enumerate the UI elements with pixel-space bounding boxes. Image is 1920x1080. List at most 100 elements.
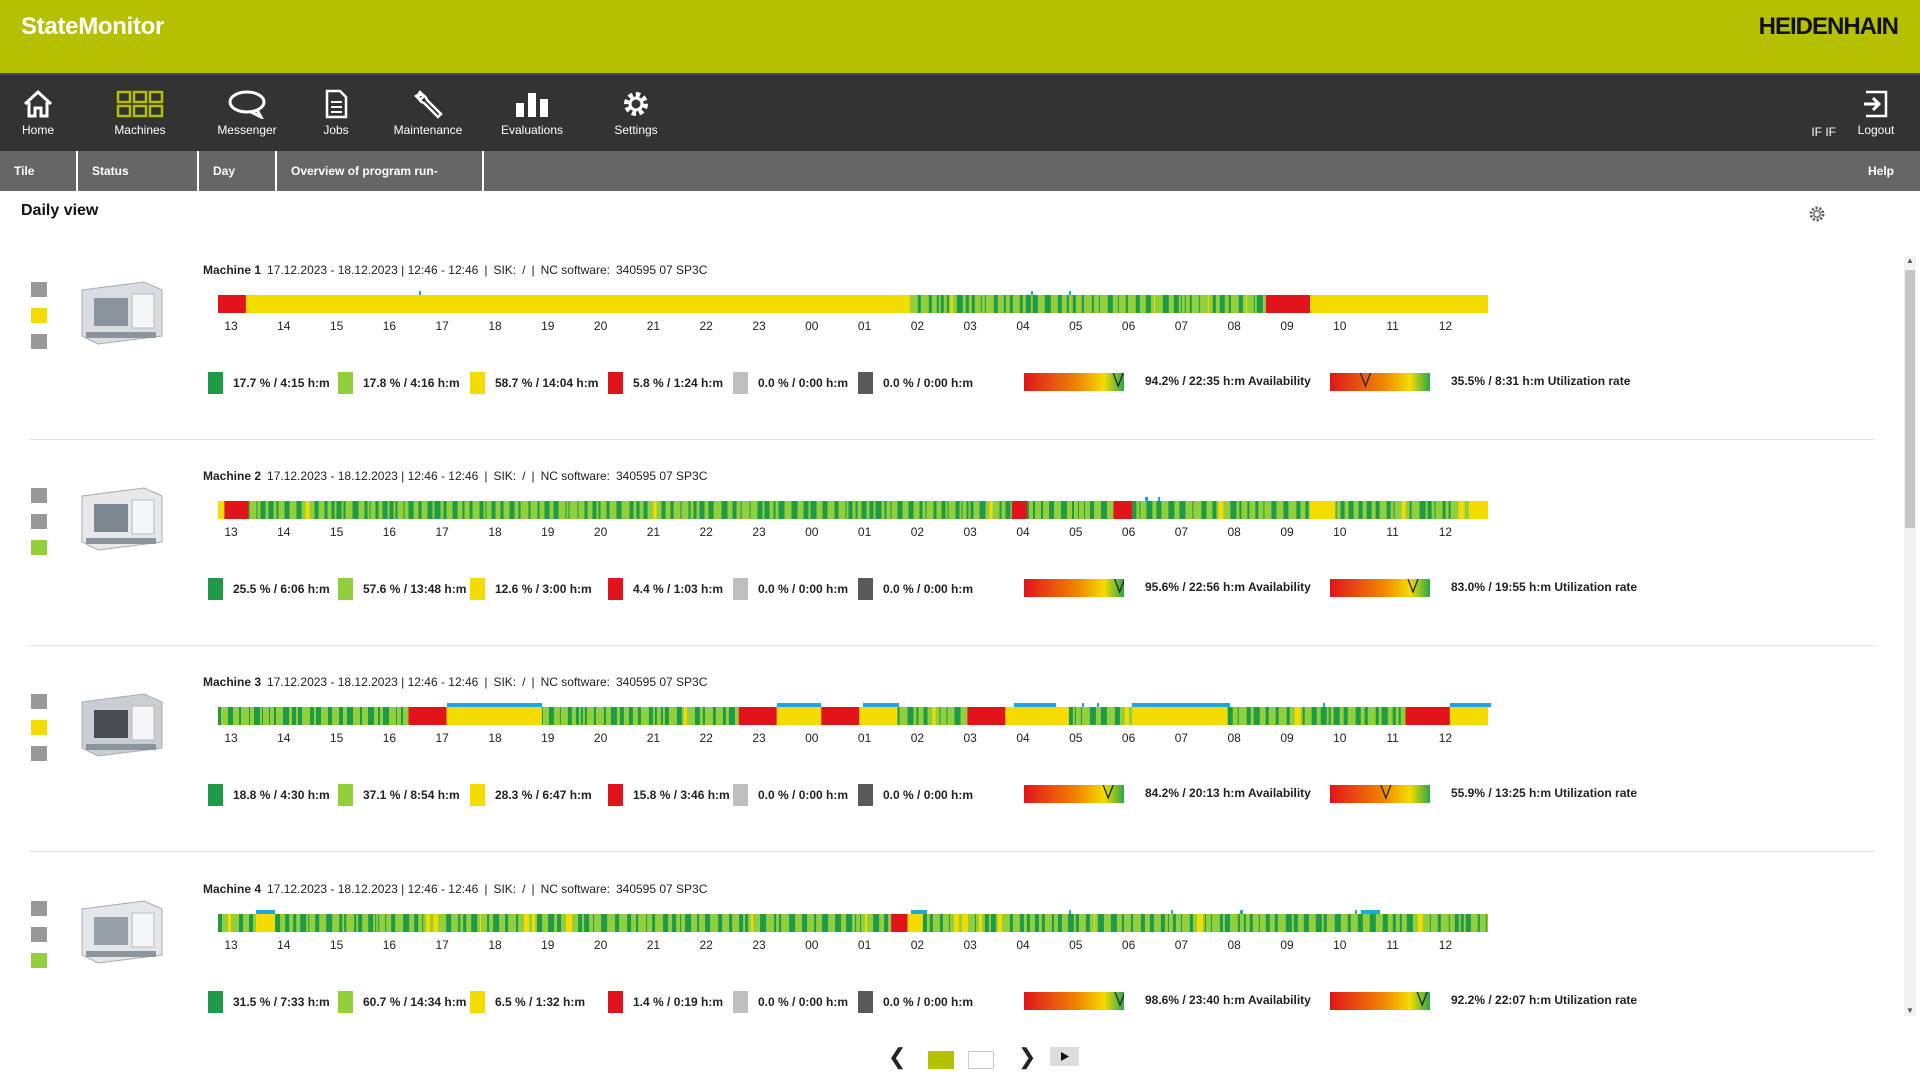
hour-tick-label: 08: [1227, 731, 1241, 745]
hour-tick-label: 17: [435, 731, 449, 745]
timeline-hour-labels: 13 14 15 16 17 18 19 20 21 22 23 00 01 02 03 04 05 06 07 08…: [218, 319, 1488, 333]
hour-tick-label: 10: [1333, 319, 1347, 333]
hour-tick-label: 20: [593, 731, 608, 745]
vertical-scrollbar[interactable]: ▲ ▼: [1904, 256, 1916, 1016]
tab-day-view[interactable]: Day view: [199, 151, 277, 218]
machine-timeline[interactable]: [218, 497, 1488, 519]
nav-maintenance[interactable]: Maintenance: [390, 89, 466, 149]
hour-tick-label: 04: [1016, 938, 1030, 952]
scroll-up-arrow[interactable]: ▲: [1906, 256, 1914, 265]
timeline-hour-labels: 13 14 15 16 17 18 19 20 21 22 23 00 01 02 03 04 05 06 07 08…: [218, 731, 1488, 745]
hour-tick-label: 12: [1438, 731, 1453, 745]
utilization-gauge: [1330, 784, 1430, 803]
maintenance-mark: [911, 910, 927, 914]
timeline-hour-labels: 13 14 15 16 17 18 19 20 21 22 23 00 01 02 03 04 05 06 07 08…: [218, 938, 1488, 952]
hour-tick-label: 23: [752, 525, 766, 539]
tab-tile-view[interactable]: Tile view: [0, 151, 78, 218]
nav-jobs[interactable]: Jobs: [318, 89, 354, 149]
sik-value: /: [522, 675, 526, 689]
hour-tick-label: 05: [1069, 525, 1083, 539]
state-color-swatch: [608, 784, 623, 806]
tab-status-overview[interactable]: Status overview: [78, 151, 199, 218]
machine-thumbnail[interactable]: [74, 895, 168, 967]
machine-timeline[interactable]: [218, 291, 1488, 313]
prev-page-icon[interactable]: ❮: [888, 1044, 907, 1069]
maintenance-mark: [1240, 910, 1243, 914]
hour-tick-label: 07: [1174, 525, 1189, 539]
nav-messenger[interactable]: Messenger: [212, 89, 282, 149]
separator: |: [484, 675, 488, 689]
nav-settings[interactable]: Settings: [610, 89, 662, 149]
machine-timeline[interactable]: [218, 703, 1491, 725]
machine-header: Machine 1 17.12.2023 - 18.12.2023 | 12:46…: [203, 263, 713, 277]
app-title: StateMonitor: [21, 13, 165, 40]
next-page-icon[interactable]: ❯: [1018, 1044, 1037, 1069]
hour-tick-label: 05: [1069, 938, 1083, 952]
hour-tick-label: 11: [1386, 938, 1399, 952]
machine-header: Machine 4 17.12.2023 - 18.12.2023 | 12:46…: [203, 882, 713, 896]
hour-tick-label: 18: [488, 731, 502, 745]
sub-nav: Tile view Status overview Day view Overv…: [0, 151, 1920, 218]
state-color-swatch: [208, 372, 223, 394]
timeline-bar: [218, 914, 1488, 932]
sik-label: SIK:: [493, 263, 517, 277]
hour-tick-label: 16: [382, 525, 397, 539]
machine-image: [81, 693, 163, 757]
state-color-swatch: [338, 784, 353, 806]
nav-home[interactable]: Home: [16, 89, 60, 149]
utilization-text: 35.5% / 8:31 h:m Utilization rate: [1451, 374, 1631, 388]
nav-machines-label: Machines: [114, 123, 166, 137]
machine-timeline[interactable]: [218, 910, 1488, 932]
autoplay-button[interactable]: [1050, 1047, 1079, 1066]
page-dot-2[interactable]: [968, 1051, 994, 1069]
hour-tick-label: 09: [1280, 525, 1294, 539]
machine-status-square: [31, 720, 47, 735]
hour-tick-label: 07: [1174, 938, 1189, 952]
machine-name: Machine 4: [203, 882, 262, 896]
machine-thumbnail[interactable]: [74, 688, 168, 760]
hour-tick-label: 03: [963, 319, 977, 333]
hour-tick-label: 16: [382, 938, 397, 952]
hour-tick-label: 10: [1333, 525, 1347, 539]
hour-tick-label: 13: [224, 319, 238, 333]
machine-status-square: [31, 514, 47, 529]
hour-tick-label: 02: [910, 319, 925, 333]
sik-value: /: [522, 263, 526, 277]
state-duration-text: 25.5 % / 6:06 h:m: [233, 582, 330, 596]
hour-tick-label: 12: [1438, 319, 1453, 333]
hour-tick-label: 23: [752, 731, 766, 745]
nav-settings-label: Settings: [614, 123, 658, 137]
hour-tick-label: 04: [1016, 525, 1030, 539]
maintenance-mark: [1081, 703, 1085, 707]
state-color-swatch: [470, 991, 485, 1013]
hour-tick-label: 10: [1333, 938, 1347, 952]
main-nav: Home Machines Messenger Jobs Maintenance…: [0, 73, 1920, 153]
page-dot-1[interactable]: [928, 1051, 954, 1069]
nc-software-value: 340595 07 SP3C: [615, 469, 708, 483]
hour-tick-label: 17: [435, 938, 449, 952]
nav-maintenance-label: Maintenance: [393, 123, 463, 137]
machine-thumbnail[interactable]: [74, 482, 168, 554]
scroll-thumb[interactable]: [1905, 270, 1915, 528]
machine-period: 17.12.2023 - 18.12.2023 | 12:46 - 12:46: [267, 469, 479, 483]
scroll-down-arrow[interactable]: ▼: [1906, 1006, 1914, 1015]
state-duration-text: 6.5 % / 1:32 h:m: [495, 995, 586, 1009]
hour-tick-label: 01: [857, 731, 872, 745]
nav-machines[interactable]: Machines: [108, 89, 172, 149]
tab-program-run-times[interactable]: Overview of program run-times: [277, 151, 484, 218]
view-settings-gear-icon[interactable]: [1808, 205, 1826, 223]
nc-software-label: NC software:: [540, 469, 610, 483]
nav-logout[interactable]: Logout: [1852, 89, 1900, 149]
hour-tick-label: 21: [646, 731, 661, 745]
state-color-swatch: [608, 372, 623, 394]
timeline-hour-labels: 13 14 15 16 17 18 19 20 21 22 23 00 01 02 03 04 05 06 07 08…: [218, 525, 1488, 539]
machine-thumbnail[interactable]: [74, 276, 168, 348]
machine-status-square: [31, 901, 47, 916]
hour-tick-label: 01: [857, 525, 872, 539]
utilization-gauge: [1330, 991, 1430, 1010]
hour-tick-label: 00: [805, 731, 819, 745]
hour-tick-label: 14: [277, 525, 291, 539]
hour-tick-label: 06: [1121, 319, 1136, 333]
help-link[interactable]: Help: [1867, 164, 1894, 178]
nav-evaluations[interactable]: Evaluations: [498, 89, 566, 149]
